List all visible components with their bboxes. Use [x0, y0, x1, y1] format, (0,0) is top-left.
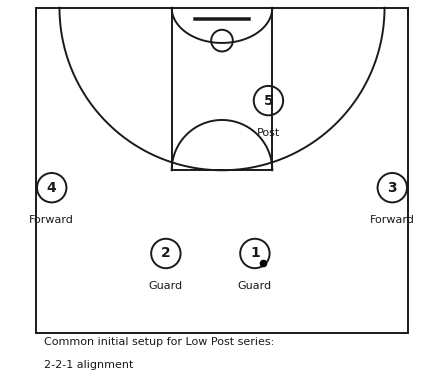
Text: Common initial setup for Low Post series:: Common initial setup for Low Post series…: [44, 337, 274, 347]
Text: 5: 5: [264, 94, 274, 108]
Text: 3: 3: [388, 181, 397, 195]
Text: 2-2-1 alignment: 2-2-1 alignment: [44, 360, 133, 370]
Text: 4: 4: [47, 181, 56, 195]
Text: Guard: Guard: [238, 281, 272, 291]
Text: Post: Post: [257, 128, 280, 138]
Text: 1: 1: [250, 247, 260, 260]
Bar: [36, 8, 408, 333]
Text: 2: 2: [161, 247, 171, 260]
Text: Forward: Forward: [29, 215, 74, 225]
Text: Guard: Guard: [149, 281, 183, 291]
Text: Forward: Forward: [370, 215, 415, 225]
